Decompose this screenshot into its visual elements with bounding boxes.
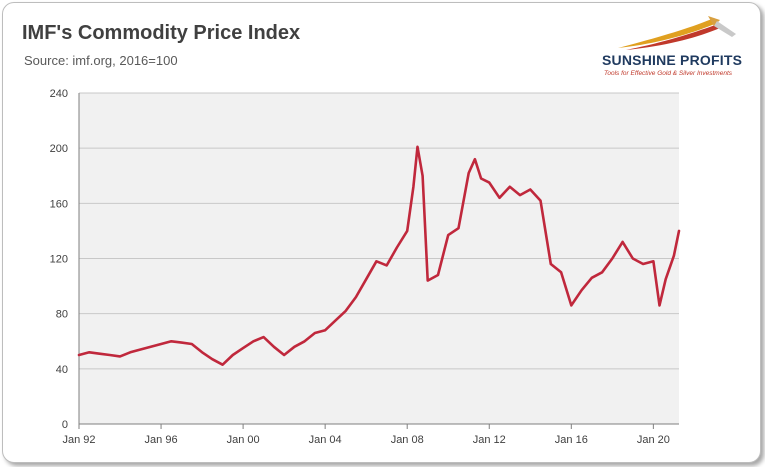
x-tick-label: Jan 08 <box>391 434 424 446</box>
x-tick-label: Jan 12 <box>473 434 506 446</box>
y-tick-label: 240 <box>50 88 68 100</box>
y-tick-labels: 0 40 80 120 160 200 240 <box>50 88 68 431</box>
logo-tagline: Tools for Effective Gold & Silver Invest… <box>604 70 733 77</box>
axes <box>78 93 679 429</box>
x-tick-label: Jan 20 <box>637 434 670 446</box>
x-tick-label: Jan 16 <box>555 434 588 446</box>
logo-name: SUNSHINE PROFITS <box>602 52 743 68</box>
x-tick-labels: Jan 92 Jan 96 Jan 00 Jan 04 Jan 08 Jan 12 Jan … <box>62 434 669 446</box>
y-tick-label: 120 <box>50 254 68 266</box>
series <box>77 145 681 367</box>
x-tick-label: Jan 92 <box>62 434 95 446</box>
logo-swoosh-icon <box>618 16 736 50</box>
x-tick-label: Jan 04 <box>309 434 342 446</box>
x-tick-label: Jan 00 <box>227 434 260 446</box>
sunshine-profits-logo: SUNSHINE PROFITS Tools for Effective Gol… <box>596 14 756 84</box>
chart-title: IMF's Commodity Price Index <box>22 22 301 44</box>
series-line-0 <box>77 145 681 367</box>
chart-subtitle: Source: imf.org, 2016=100 <box>24 53 178 68</box>
gridlines <box>79 92 679 370</box>
x-tick-label: Jan 96 <box>145 434 178 446</box>
y-tick-label: 200 <box>50 143 68 155</box>
y-tick-label: 160 <box>50 198 68 210</box>
y-tick-label: 80 <box>56 309 68 321</box>
y-tick-label: 40 <box>56 364 68 376</box>
y-tick-label: 0 <box>62 419 68 431</box>
